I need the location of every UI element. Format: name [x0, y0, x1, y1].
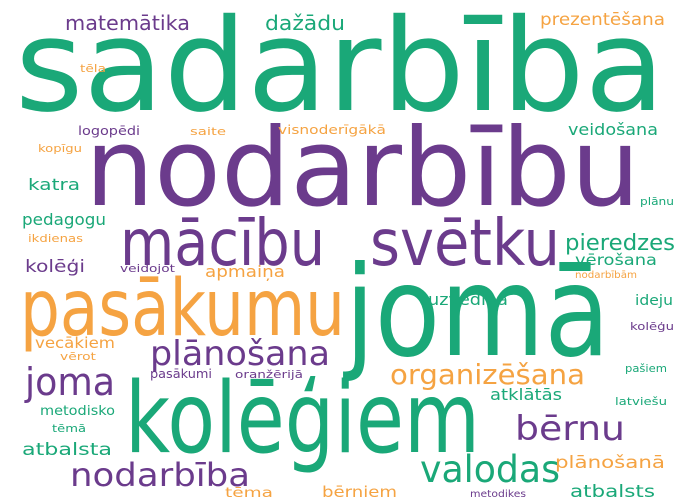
word: bērnu [515, 409, 625, 449]
word: uzvedība [428, 290, 508, 309]
word: saite [190, 125, 226, 138]
word: nodarbību [85, 106, 640, 231]
word: tēla [80, 62, 106, 75]
word: joma [24, 360, 115, 404]
word: oranžērijā [235, 368, 303, 381]
word: pieredzes [565, 231, 675, 256]
word: metodikes [470, 489, 526, 500]
word: metodisko [40, 404, 115, 419]
word: matemātika [65, 11, 190, 35]
word: atbalsts [570, 482, 655, 502]
word: pasākumi [150, 367, 212, 381]
word: atbalsta [22, 440, 112, 460]
word: kolēģiem [125, 362, 480, 476]
word: kolēģi [25, 257, 85, 277]
word: vecākiem [35, 334, 115, 352]
word: vērošana [575, 251, 657, 269]
word: tēmā [52, 422, 86, 435]
word: svētku [370, 207, 560, 281]
word: plānošanā [555, 453, 665, 473]
word: dažādu [265, 11, 345, 35]
word: pašiem [625, 362, 667, 375]
word: ikdienas [28, 232, 83, 245]
word: kopīgu [38, 142, 82, 155]
word: veidojot [120, 262, 176, 275]
word: plānu [640, 195, 674, 208]
word: katra [28, 175, 80, 194]
word: nodarbībām [575, 270, 637, 281]
word: pasākumu [20, 264, 345, 354]
word: logopēdi [78, 124, 140, 138]
word: bērniem [322, 483, 397, 501]
word: mācību [120, 207, 325, 281]
word: plānošana [150, 334, 330, 374]
word: apmaiņa [205, 262, 285, 281]
word: atklātās [490, 385, 562, 404]
word: latviešu [615, 395, 667, 408]
word: organizēšana [390, 358, 585, 391]
word: pedagogu [22, 210, 106, 229]
word: valodas [420, 448, 560, 491]
word: vērot [60, 350, 97, 363]
word: sadarbība [15, 0, 665, 141]
word: prezentēšana [540, 10, 665, 30]
word: nodarbība [70, 456, 250, 494]
word: visnoderīgākā [278, 123, 386, 137]
word: jomā [342, 240, 610, 385]
word: ideju [635, 293, 673, 309]
word: veidošana [568, 120, 658, 139]
word: kolēģu [630, 320, 674, 333]
word: tēma [225, 486, 273, 501]
